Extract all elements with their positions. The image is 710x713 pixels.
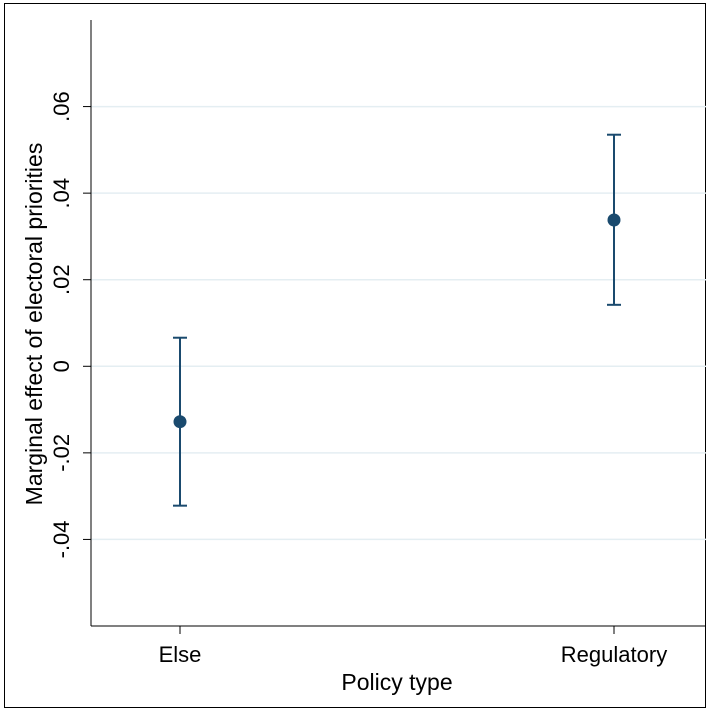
point-estimate: [173, 415, 187, 429]
y-tick-label: -.02: [49, 434, 74, 472]
y-tick-label: -.04: [49, 520, 74, 558]
x-ticks: Else Regulatory: [159, 626, 667, 667]
y-axis-title: Marginal effect of electoral priorities: [21, 143, 47, 506]
y-tick-label: .04: [49, 178, 74, 209]
y-tick-label: .02: [49, 264, 74, 295]
y-tick-label: .06: [49, 91, 74, 122]
point-estimate: [607, 213, 621, 227]
y-ticks: -.04 -.02 0 .02 .04 .06: [49, 91, 91, 558]
x-axis-title: Policy type: [341, 669, 452, 695]
gridlines: [91, 105, 706, 541]
data-marks: [173, 133, 621, 507]
y-tick-label: 0: [49, 360, 74, 372]
chart-frame: [4, 3, 706, 708]
x-tick-label: Else: [159, 642, 202, 667]
axes: [90, 20, 706, 627]
x-tick-label: Regulatory: [561, 642, 667, 667]
